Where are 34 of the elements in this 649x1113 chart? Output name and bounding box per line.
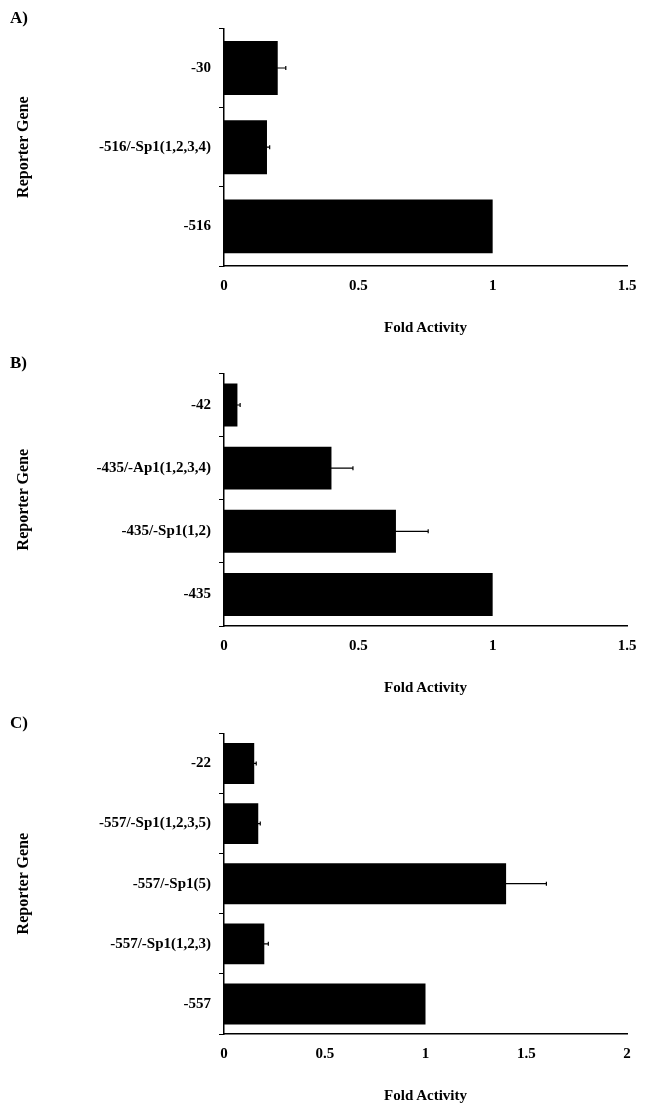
x-tick-label: 1 [488, 276, 497, 293]
y-tick-label: -557/-Sp1(1,2,3,5) [98, 814, 211, 832]
y-tick-label: -516/-Sp1(1,2,3,4) [98, 138, 211, 156]
x-tick-label: 0 [220, 276, 228, 293]
y-axis-title: Reporter Gene [13, 832, 32, 935]
x-axis-title: Fold Activity [384, 1086, 468, 1103]
y-tick-label: -435/-Ap1(1,2,3,4) [96, 459, 211, 476]
y-tick-label: -42 [191, 395, 211, 412]
x-axis-title: Fold Activity [384, 678, 468, 695]
y-tick-label: -30 [191, 58, 211, 75]
x-tick-label: 1.5 [617, 276, 637, 293]
y-tick-label: -516 [183, 217, 212, 234]
x-axis-title: Fold Activity [384, 318, 468, 335]
x-tick-label: 2 [623, 1044, 631, 1061]
y-axis-title: Reporter Gene [13, 96, 32, 198]
text: A) [10, 7, 28, 27]
x-tick-label: 0.5 [315, 1044, 335, 1061]
y-tick-label: -557 [183, 994, 212, 1011]
x-tick-label: 1 [421, 1044, 430, 1061]
y-tick-label: -435/-Sp1(1,2) [121, 522, 211, 540]
x-tick-label: 1.5 [617, 636, 637, 653]
y-tick-label: -435 [183, 585, 211, 602]
text: B) [10, 352, 27, 372]
text: C) [10, 712, 28, 732]
y-tick-label: -557/-Sp1(5) [132, 874, 211, 892]
y-tick-label: -22 [191, 754, 211, 771]
y-axis-title: Reporter Gene [13, 448, 32, 551]
x-tick-label: 0 [220, 636, 228, 653]
x-tick-label: 0.5 [348, 636, 368, 653]
x-tick-label: 1.5 [516, 1044, 536, 1061]
x-tick-label: 0 [220, 1044, 228, 1061]
y-tick-label: -557/-Sp1(1,2,3) [110, 934, 211, 952]
x-tick-label: 1 [488, 636, 497, 653]
x-tick-label: 0.5 [348, 276, 368, 293]
